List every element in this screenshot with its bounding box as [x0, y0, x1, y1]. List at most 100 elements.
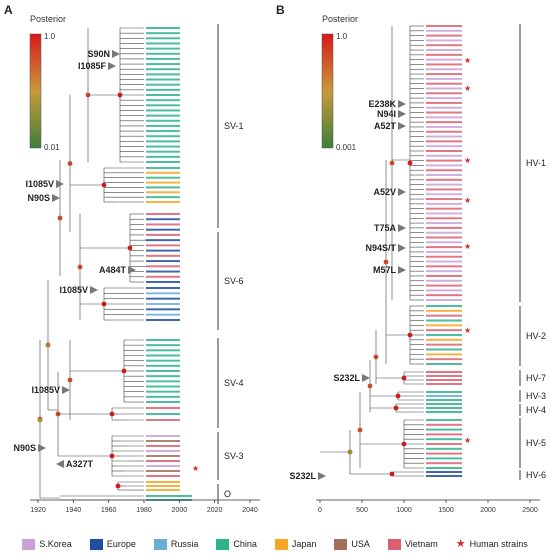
leaf-label: [426, 97, 462, 100]
legend-item: S.Korea: [22, 538, 72, 550]
leaf-label: [426, 319, 462, 322]
leaf-label: [426, 188, 462, 191]
clade-label: HV-2: [526, 331, 546, 341]
axis-tick-label: 1500: [438, 507, 454, 514]
leaf-label: [426, 452, 462, 455]
legend-swatch: [153, 538, 167, 550]
panel-b-clade-brackets: HV-1 HV-2 HV-7 HV-3 HV-4 HV-5 HV-6: [519, 24, 546, 480]
leaf-label: [146, 99, 180, 102]
leaf-label: [146, 401, 180, 403]
leaf-label: [146, 78, 180, 81]
leaf-label: [146, 359, 180, 362]
leaf-label: [146, 407, 180, 409]
tree-node: [115, 483, 121, 489]
legend-label: USA: [351, 539, 370, 549]
leaf-label: [426, 226, 462, 229]
axis-tick-label: 2020: [207, 507, 223, 514]
leaf-label: [146, 260, 180, 263]
leaf-label: [146, 254, 180, 257]
leaf-label: [146, 213, 180, 215]
tree-node: [347, 449, 353, 455]
human-strain-star: ★: [464, 84, 471, 93]
mutation-marker: [62, 386, 70, 394]
leaf-label: [146, 37, 180, 40]
leaf-label: [426, 149, 462, 152]
human-strain-star: ★: [464, 242, 471, 251]
tree-node: [67, 161, 73, 166]
panel-a-colorbar-max: 1.0: [44, 32, 56, 41]
leaf-label: [146, 145, 180, 148]
panel-b: B Posterior 1.0 0.001 ★★★★★★★ HV-1HV-2HV…: [276, 3, 546, 514]
leaf-label: [426, 145, 462, 148]
leaf-label: [146, 223, 180, 226]
leaf-label: [146, 124, 180, 127]
mutation-label: A52T: [374, 121, 397, 131]
tree-node: [37, 417, 43, 423]
leaf-label: [426, 34, 462, 37]
leaf-label: [146, 119, 180, 122]
tree-node: [383, 259, 389, 265]
panel-a-leaf-labels: ★: [146, 27, 199, 501]
mutation-marker: [52, 194, 60, 202]
leaf-label: [426, 159, 462, 162]
leaf-label: [426, 25, 462, 27]
leaf-label: [146, 303, 180, 305]
clade-label: HV-4: [526, 405, 546, 415]
star-icon: ★: [455, 537, 466, 550]
legend-swatch: [274, 538, 288, 550]
leaf-label: [146, 339, 180, 341]
leaf-label: [426, 236, 462, 239]
leaf-label: [146, 292, 180, 295]
legend-label: S.Korea: [39, 539, 72, 549]
phylogeny-figure: A Posterior 1.0 0.01 ★ SV-1 SV-6 SV-4 SV-3 O…: [4, 3, 546, 514]
axis-tick-label: 1920: [30, 507, 46, 514]
legend-swatch: [334, 538, 348, 550]
leaf-label: [426, 467, 462, 469]
leaf-label: [146, 349, 180, 352]
leaf-label: [426, 135, 462, 138]
mutation-label: A484T: [99, 265, 127, 275]
leaf-label: [146, 176, 180, 179]
leaf-label: [426, 53, 462, 56]
leaf-label: [146, 455, 180, 457]
leaf-label: [146, 161, 180, 163]
clade-label: HV-6: [526, 470, 546, 480]
leaf-label: [146, 32, 180, 35]
leaf-label: [426, 241, 462, 244]
axis-tick-label: 500: [356, 507, 368, 514]
mutation-marker: [398, 188, 406, 196]
panel-a-colorbar-min: 0.01: [44, 143, 60, 152]
legend-label: Human strains: [469, 539, 528, 549]
mutation-marker: [398, 244, 406, 252]
leaf-label: [426, 375, 462, 377]
leaf-label: [426, 49, 462, 52]
leaf-label: [426, 411, 462, 413]
panel-b-colorbar: [321, 33, 334, 149]
panel-b-leaf-labels: ★ ★ ★ ★ ★ ★ ★: [426, 25, 471, 477]
leaf-label: [426, 207, 462, 210]
clade-label: HV-1: [526, 158, 546, 168]
mutation-label: I1085V: [25, 179, 54, 189]
panel-b-tree: [320, 25, 424, 477]
tree-node: [367, 383, 373, 389]
leaf-label: [426, 111, 462, 114]
leaf-label: [426, 265, 462, 268]
mutation-marker: [128, 266, 136, 274]
leaf-label: [146, 308, 180, 311]
leaf-label: [146, 395, 180, 398]
leaf-label: [426, 260, 462, 263]
leaf-label: [426, 433, 462, 436]
leaf-label: [146, 495, 192, 497]
leaf-label: [426, 58, 462, 61]
leaf-label: [146, 196, 180, 199]
leaf-label: [426, 407, 462, 409]
leaf-label: [426, 106, 462, 109]
leaf-label: [146, 109, 180, 112]
leaf-label: [426, 125, 462, 128]
tree-node: [57, 215, 63, 221]
legend-swatch: [22, 538, 36, 550]
leaf-label: [426, 329, 462, 332]
mutation-marker: [398, 224, 406, 232]
leaf-label: [426, 231, 462, 234]
